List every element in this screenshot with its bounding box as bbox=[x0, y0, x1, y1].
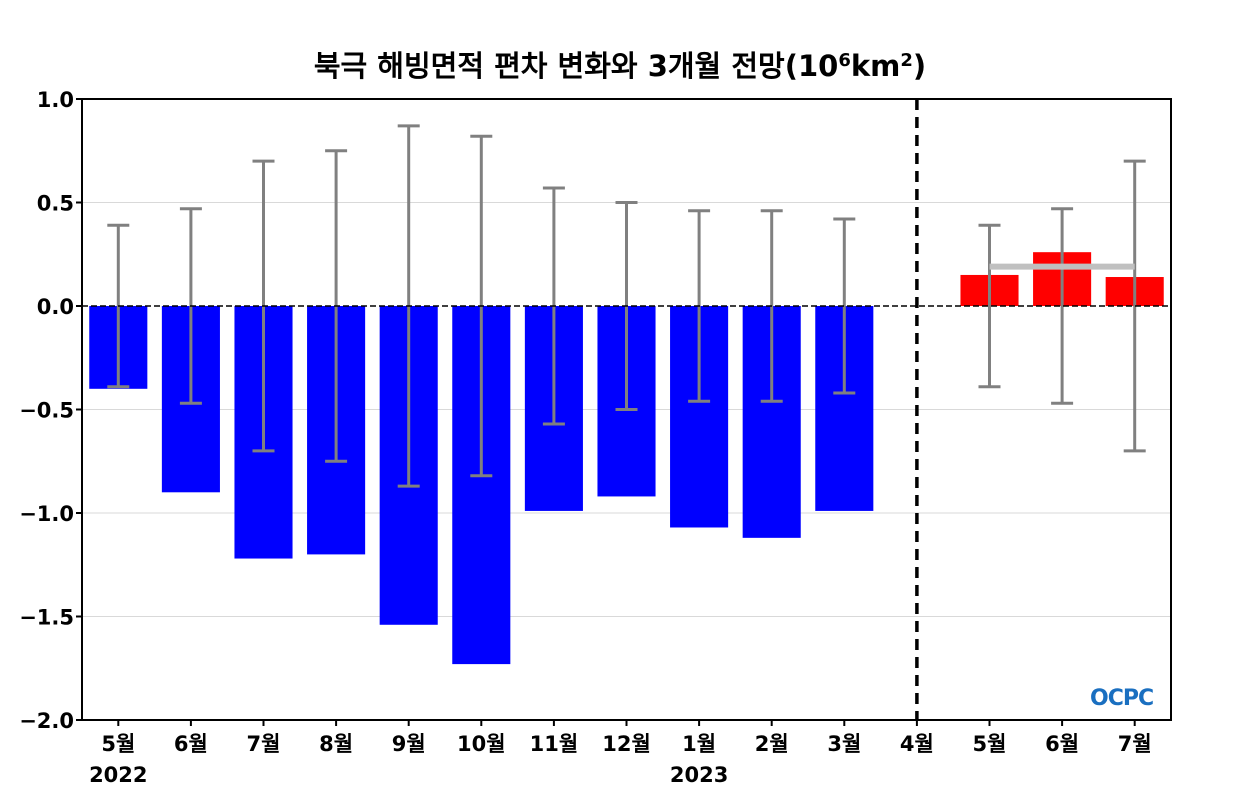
x-tick-label: 8월 bbox=[319, 732, 353, 756]
x-tick-label: 7월 bbox=[1118, 732, 1152, 756]
y-tick-label: −0.5 bbox=[19, 399, 74, 423]
ocpc-logo: OCPC bbox=[1090, 686, 1154, 711]
x-tick-label: 5월 bbox=[101, 732, 135, 756]
x-tick-label: 11월 bbox=[530, 732, 579, 756]
x-tick-label: 12월 bbox=[602, 732, 651, 756]
x-tick-label: 1월 bbox=[682, 732, 716, 756]
year-label: 2023 bbox=[670, 763, 728, 787]
x-tick-label: 2월 bbox=[755, 732, 789, 756]
x-tick-label: 9월 bbox=[392, 732, 426, 756]
x-tick-label: 7월 bbox=[247, 732, 281, 756]
year-label: 2022 bbox=[89, 763, 147, 787]
x-tick-label: 6월 bbox=[1045, 732, 1079, 756]
x-tick-label: 3월 bbox=[827, 732, 861, 756]
x-tick-label: 6월 bbox=[174, 732, 208, 756]
overlays bbox=[82, 99, 1171, 720]
axis-ticks: 1.0 0.5 0.0 −0.5 −1.0 −1.5 −2.0 5월 6월 7월 8월 9월 10월 11… bbox=[19, 88, 1151, 787]
y-tick-label: −1.0 bbox=[19, 502, 74, 526]
y-tick-label: 0.5 bbox=[37, 192, 74, 216]
chart-title: 북극 해빙면적 편차 변화와 3개월 전망(106km2) bbox=[314, 49, 926, 83]
x-tick-label: 10월 bbox=[457, 732, 506, 756]
svg-text:OCPC: OCPC bbox=[1090, 686, 1153, 711]
x-tick-label: 4월 bbox=[900, 732, 934, 756]
y-tick-label: 0.0 bbox=[37, 295, 74, 319]
y-tick-label: −1.5 bbox=[19, 606, 74, 630]
y-tick-label: 1.0 bbox=[37, 88, 74, 112]
y-tick-label: −2.0 bbox=[19, 709, 74, 733]
x-tick-label: 5월 bbox=[973, 732, 1007, 756]
